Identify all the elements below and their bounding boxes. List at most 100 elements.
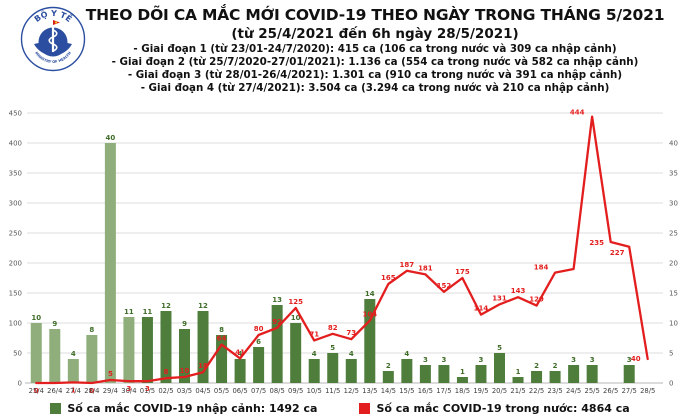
bar-value-label: 10 (291, 314, 301, 322)
y-axis-label-right: 0 (669, 380, 673, 388)
line-value-label: 227 (610, 249, 625, 257)
bar-value-label: 40 (106, 134, 116, 142)
line-value-label: 3 (145, 385, 150, 393)
bar (531, 371, 543, 383)
line-value-label: 92 (272, 318, 282, 326)
bar (345, 359, 357, 383)
snake-staff-icon (48, 29, 58, 52)
bar (512, 377, 524, 383)
bar (419, 365, 431, 383)
line-value-label: 152 (437, 282, 452, 290)
x-axis-label: 05/5 (214, 387, 229, 395)
bar (494, 353, 505, 383)
x-axis-label: 28/4 (84, 387, 99, 395)
bar-value-label: 3 (441, 356, 446, 364)
phase-1-summary: - Giai đoạn 1 (từ 23/01-24/7/2020): 415 … (133, 43, 617, 55)
bar-value-label: 3 (590, 356, 595, 364)
x-axis-label: 25/4 (29, 387, 44, 395)
x-axis-label: 28/5 (640, 387, 655, 395)
x-axis-label: 24/5 (566, 387, 581, 395)
y-axis-label-left: 250 (9, 230, 22, 238)
line-value-label: 131 (492, 294, 507, 302)
bar-value-label: 3 (627, 356, 632, 364)
bar (308, 359, 320, 383)
bar-value-label: 10 (31, 314, 41, 322)
y-axis-label-right: 35 (669, 170, 678, 178)
phase-2-summary: - Giai đoạn 2 (từ 25/7/2020-27/01/2021):… (111, 56, 639, 68)
line-value-label: 73 (346, 329, 356, 337)
x-axis-label: 07/5 (251, 387, 266, 395)
y-axis-label-right: 15 (669, 290, 678, 298)
bar (197, 311, 209, 383)
x-axis-label: 27/4 (66, 387, 81, 395)
line-value-label: 143 (511, 287, 526, 295)
bar-value-label: 2 (386, 362, 391, 370)
bar (30, 323, 42, 383)
x-axis-label: 13/5 (362, 387, 377, 395)
legend-item-domestic: Số ca mắc COVID-19 trong nước: 4864 ca (359, 402, 630, 415)
line-value-label: 40 (631, 355, 641, 363)
line-value-label: 5 (108, 370, 113, 378)
x-axis-label: 16/5 (418, 387, 433, 395)
x-axis-label: 03/5 (177, 387, 192, 395)
x-axis-label: 30/4 (121, 387, 136, 395)
bar-value-label: 1 (516, 368, 521, 376)
domestic-cases-line (35, 115, 649, 385)
x-axis-label: 04/5 (195, 387, 210, 395)
line-value-label: 175 (455, 268, 470, 276)
y-axis-label-left: 350 (9, 170, 22, 178)
bar-value-label: 5 (330, 344, 335, 352)
bar-value-label: 3 (423, 356, 428, 364)
y-axis-label-left: 200 (9, 260, 22, 268)
y-axis-label-right: 40 (669, 140, 678, 148)
bar (438, 365, 450, 383)
line-value-label: 80 (254, 325, 264, 333)
x-axis-label: 06/5 (232, 387, 247, 395)
imported-cases-legend-label: Số ca mắc COVID-19 nhập cảnh: 1492 ca (67, 401, 318, 415)
line-value-label: 82 (328, 324, 338, 332)
chart-header: THEO DÕI CA MẮC MỚI COVID-19 THEO NGÀY T… (0, 4, 680, 95)
bar (290, 323, 302, 383)
x-axis-label: 17/5 (436, 387, 451, 395)
x-axis-label: 12/5 (344, 387, 359, 395)
bar-value-label: 2 (553, 362, 558, 370)
ministry-of-health-logo: BỘ Y TẾ MINISTRY OF HEALTH (20, 6, 86, 72)
bar-value-label: 4 (312, 350, 317, 358)
y-axis-label-left: 150 (9, 290, 22, 298)
line-value-label: 114 (474, 305, 489, 313)
x-axis-label: 20/5 (492, 387, 507, 395)
x-axis-label: 08/5 (270, 387, 285, 395)
y-axis-label-left: 50 (13, 350, 22, 358)
bar (104, 143, 116, 383)
line-value-label: 10 (180, 367, 190, 375)
y-axis-label-left: 0 (18, 380, 22, 388)
bar (123, 317, 135, 383)
bar-value-label: 9 (52, 320, 57, 328)
bar (49, 329, 61, 383)
line-value-label: 18 (198, 362, 208, 370)
bar (456, 377, 468, 383)
x-axis-label: 09/5 (288, 387, 303, 395)
line-value-label: 444 (570, 109, 585, 117)
line-value-label: 0 (34, 387, 39, 395)
x-axis-label: 29/4 (103, 387, 118, 395)
bar-value-label: 6 (256, 338, 261, 346)
y-axis-label-right: 20 (669, 260, 678, 268)
x-axis-label: 27/5 (622, 387, 637, 395)
line-value-label: 8 (164, 368, 169, 376)
bar (364, 299, 376, 383)
bar (623, 365, 635, 383)
bar (568, 365, 580, 383)
bar-value-label: 4 (238, 350, 243, 358)
page-subtitle: (từ 25/4/2021 đến 6h ngày 28/5/2021) (231, 26, 519, 42)
y-axis-label-right: 5 (669, 350, 673, 358)
bar (179, 329, 190, 383)
line-value-label: 235 (589, 239, 604, 247)
bar (86, 335, 98, 383)
bar (401, 359, 413, 383)
bar-value-label: 4 (71, 350, 76, 358)
line-value-label: 184 (534, 264, 549, 272)
bar-value-label: 9 (182, 320, 187, 328)
bar (382, 371, 394, 383)
phase-summary-list: - Giai đoạn 1 (từ 23/01-24/7/2020): 415 … (70, 43, 680, 95)
